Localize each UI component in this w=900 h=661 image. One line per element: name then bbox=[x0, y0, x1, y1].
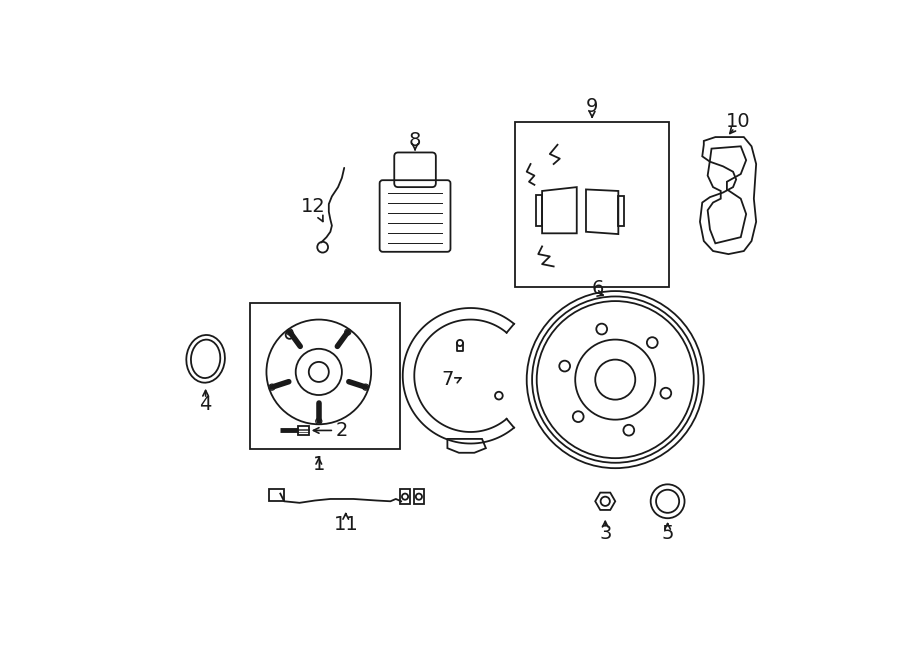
Text: 6: 6 bbox=[591, 279, 604, 298]
Text: 5: 5 bbox=[662, 524, 674, 543]
Bar bbox=[515, 122, 670, 288]
Text: 3: 3 bbox=[599, 524, 611, 543]
Text: 2: 2 bbox=[336, 421, 348, 440]
Bar bbox=[298, 426, 309, 435]
Text: 11: 11 bbox=[333, 515, 358, 534]
Text: 1: 1 bbox=[312, 455, 325, 474]
Text: 9: 9 bbox=[586, 97, 598, 116]
Text: 12: 12 bbox=[301, 197, 326, 216]
Bar bbox=[249, 303, 400, 449]
Text: 10: 10 bbox=[726, 112, 751, 131]
Text: 4: 4 bbox=[200, 395, 212, 414]
Text: 7: 7 bbox=[441, 370, 454, 389]
Text: 8: 8 bbox=[409, 132, 421, 151]
